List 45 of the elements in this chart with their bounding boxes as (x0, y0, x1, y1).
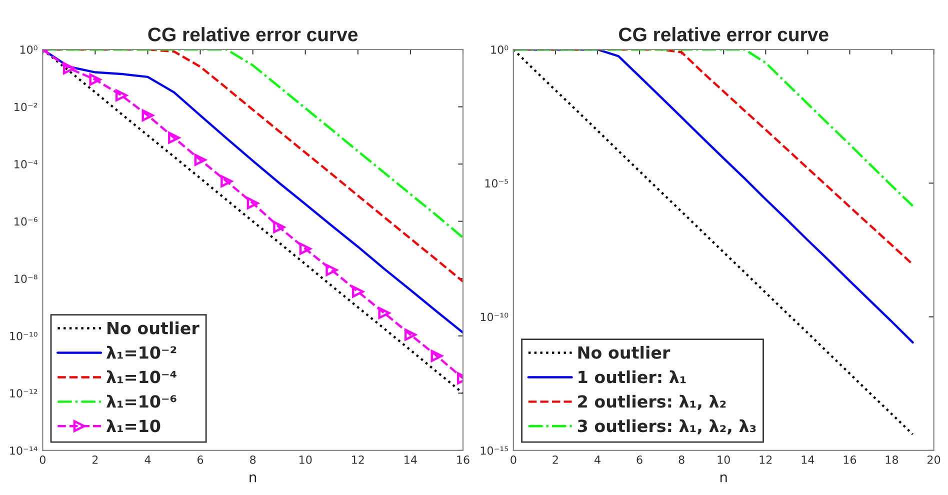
x-tick-label: 4 (144, 456, 151, 464)
x-tick-label: 16 (457, 456, 470, 464)
x-tick-label: 6 (198, 456, 204, 464)
x-tick-label: 8 (678, 456, 684, 464)
x-tick-label: 2 (552, 456, 558, 464)
x-tick-label: 20 (928, 456, 940, 464)
x-tick-label: 8 (250, 456, 256, 464)
y-tick-label: 10⁻⁸ (14, 274, 38, 283)
legend-label: λ₁=10 (106, 419, 160, 432)
legend-label: 2 outliers: λ₁, λ₂ (578, 394, 726, 410)
y-tick-label: 10⁻¹⁰ (10, 332, 38, 340)
y-tick-label: 10⁻¹⁰ (480, 312, 508, 322)
x-axis-title: n (250, 474, 256, 482)
legend-label: No outlier (578, 346, 670, 359)
y-tick-label: 10⁻² (14, 102, 38, 112)
y-tick-label: 10⁻¹² (10, 389, 38, 398)
legend-label: No outlier (108, 321, 200, 334)
x-tick-label: 0 (40, 456, 46, 464)
y-tick-label: 10⁻⁵ (485, 179, 508, 188)
x-tick-label: 18 (886, 456, 898, 464)
chart-title: CG relative error curve (619, 27, 828, 42)
x-tick-label: 12 (352, 456, 364, 464)
legend-label: 1 outlier: λ₁ (578, 370, 686, 384)
legend-label: λ₁=10⁻² (106, 346, 176, 359)
x-tick-label: 14 (802, 456, 814, 464)
x-tick-label: 10 (718, 456, 730, 464)
x-tick-label: 14 (404, 456, 417, 464)
y-tick-label: 10⁰ (20, 45, 38, 54)
y-tick-label: 10⁻⁶ (14, 217, 38, 226)
y-tick-label: 10⁻⁴ (14, 160, 38, 168)
x-tick-label: 10 (300, 456, 312, 464)
x-tick-label: 6 (636, 456, 642, 464)
y-tick-label: 10⁰ (491, 45, 508, 54)
chart-title: CG relative error curve (148, 27, 358, 42)
x-tick-label: 4 (594, 456, 600, 464)
legend-label: λ₁=10⁻⁴ (106, 370, 176, 384)
x-tick-label: 2 (92, 456, 98, 464)
x-tick-label: 0 (510, 456, 516, 464)
y-tick-label: 10⁻¹⁴ (10, 446, 38, 455)
y-tick-label: 10⁻¹⁵ (480, 446, 508, 455)
x-axis-title: n (720, 474, 727, 482)
x-tick-label: 12 (760, 456, 772, 464)
legend-label: 3 outliers: λ₁, λ₂, λ₃ (578, 419, 756, 434)
x-tick-label: 16 (844, 456, 856, 464)
legend-label: λ₁=10⁻⁶ (106, 394, 176, 408)
